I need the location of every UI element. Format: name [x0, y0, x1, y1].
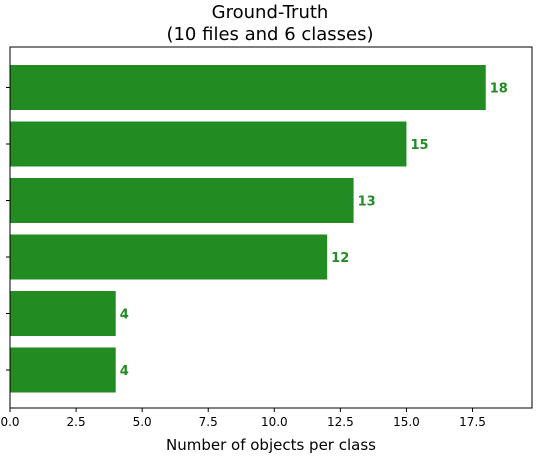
chart-subtitle: (10 files and 6 classes) [166, 24, 373, 45]
x-tick-label: 5.0 [133, 415, 152, 429]
plot-frame [9, 46, 533, 409]
bar [10, 178, 354, 223]
x-tick-label: 0.0 [0, 415, 19, 429]
x-tick-label: 7.5 [199, 415, 218, 429]
bar [10, 347, 116, 393]
bar [10, 121, 407, 167]
bar-value-label: 13 [358, 195, 376, 210]
x-tick-label: 2.5 [67, 415, 86, 429]
bar [10, 291, 116, 336]
x-tick-label: 15.0 [393, 415, 420, 429]
bar-value-label: 4 [120, 308, 129, 323]
bar-value-label: 15 [410, 138, 428, 153]
value-labels-group: 18 15 13 12 4 4 [120, 82, 508, 380]
y-axis [6, 87, 10, 371]
x-tick-label: 17.5 [459, 415, 486, 429]
bar-value-label: 18 [490, 82, 508, 97]
bar-value-label: 12 [331, 251, 349, 266]
x-tick-label: 12.5 [327, 415, 354, 429]
x-tick-label: 10.0 [261, 415, 288, 429]
bar [10, 234, 328, 280]
x-axis-label: Number of objects per class [166, 436, 376, 454]
bar [10, 65, 486, 110]
x-axis: 0.0 2.5 5.0 7.5 10.0 12.5 15.0 17.5 [0, 408, 486, 429]
chart-title: Ground-Truth [212, 2, 329, 23]
bars-group [10, 65, 486, 393]
bar-value-label: 4 [120, 364, 129, 379]
